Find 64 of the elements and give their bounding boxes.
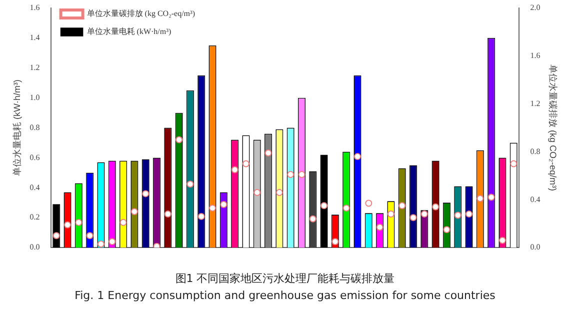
point: [476, 194, 484, 202]
legend-label: 单位水量碳排放 (kg CO₂-eq/m³): [86, 9, 196, 18]
point: [142, 190, 150, 198]
point: [97, 240, 104, 248]
point: [242, 160, 250, 168]
y2-tick-label: 0.4: [530, 194, 540, 204]
y-tick-label: 0.6: [30, 152, 40, 162]
point: [510, 160, 518, 168]
y2-tick-label: 0.8: [530, 146, 540, 156]
y-tick-label: 1.0: [30, 92, 40, 102]
point: [309, 215, 316, 222]
point: [198, 212, 205, 220]
point: [209, 204, 216, 212]
y2-tick-label: 1.2: [530, 98, 540, 108]
y-tick-label: 0.4: [30, 182, 40, 192]
point: [86, 232, 94, 240]
point: [398, 202, 406, 210]
point: [108, 238, 116, 246]
y2-tick-label: 2.0: [530, 3, 540, 12]
y2-tick-label: 1.6: [530, 51, 540, 60]
y-tick-label: 1.2: [30, 62, 40, 72]
point: [254, 188, 261, 196]
point: [454, 212, 462, 219]
y-tick-label: 0.2: [30, 212, 40, 222]
bar: [320, 154, 328, 248]
point: [231, 166, 238, 174]
point: [75, 218, 82, 226]
point: [410, 214, 417, 222]
y-tick-label: 0.8: [30, 122, 40, 132]
point: [354, 153, 361, 160]
point: [332, 238, 339, 246]
point: [488, 194, 495, 201]
point: [276, 188, 283, 196]
y2-axis-title: 单位水量碳排放 (kg CO₂-eq/m³): [548, 64, 558, 192]
point: [420, 210, 428, 218]
y-tick-label: 0.0: [30, 242, 40, 252]
caption: Fig. 1 Energy consumption and greenhouse gas emission for some countries: [74, 289, 496, 302]
point: [220, 200, 228, 208]
point: [264, 149, 272, 156]
point: [387, 210, 394, 218]
legend-label: 单位水量电耗 (kW·h/m³): [86, 27, 172, 36]
point: [376, 224, 384, 231]
point: [130, 208, 138, 216]
point: [64, 221, 72, 228]
point: [432, 203, 440, 210]
point: [342, 204, 350, 212]
y-axis-title: 单位水量电耗 (kW·h/m³): [12, 80, 22, 176]
point: [443, 226, 450, 234]
point: [153, 242, 160, 248]
point: [164, 210, 172, 218]
point: [365, 200, 372, 207]
y-tick-label: 1.4: [30, 33, 40, 42]
point: [287, 171, 294, 178]
point: [52, 232, 60, 240]
point: [120, 218, 127, 226]
y-tick-label: 1.6: [30, 3, 40, 12]
point: [298, 171, 306, 178]
point: [498, 236, 506, 244]
point: [320, 202, 328, 210]
point: [186, 180, 194, 188]
point: [176, 136, 183, 144]
point: [466, 210, 473, 218]
y2-tick-label: 0.0: [530, 242, 540, 252]
caption: 图1 不同国家地区污水处理厂能耗与碳排放量: [174, 271, 396, 286]
